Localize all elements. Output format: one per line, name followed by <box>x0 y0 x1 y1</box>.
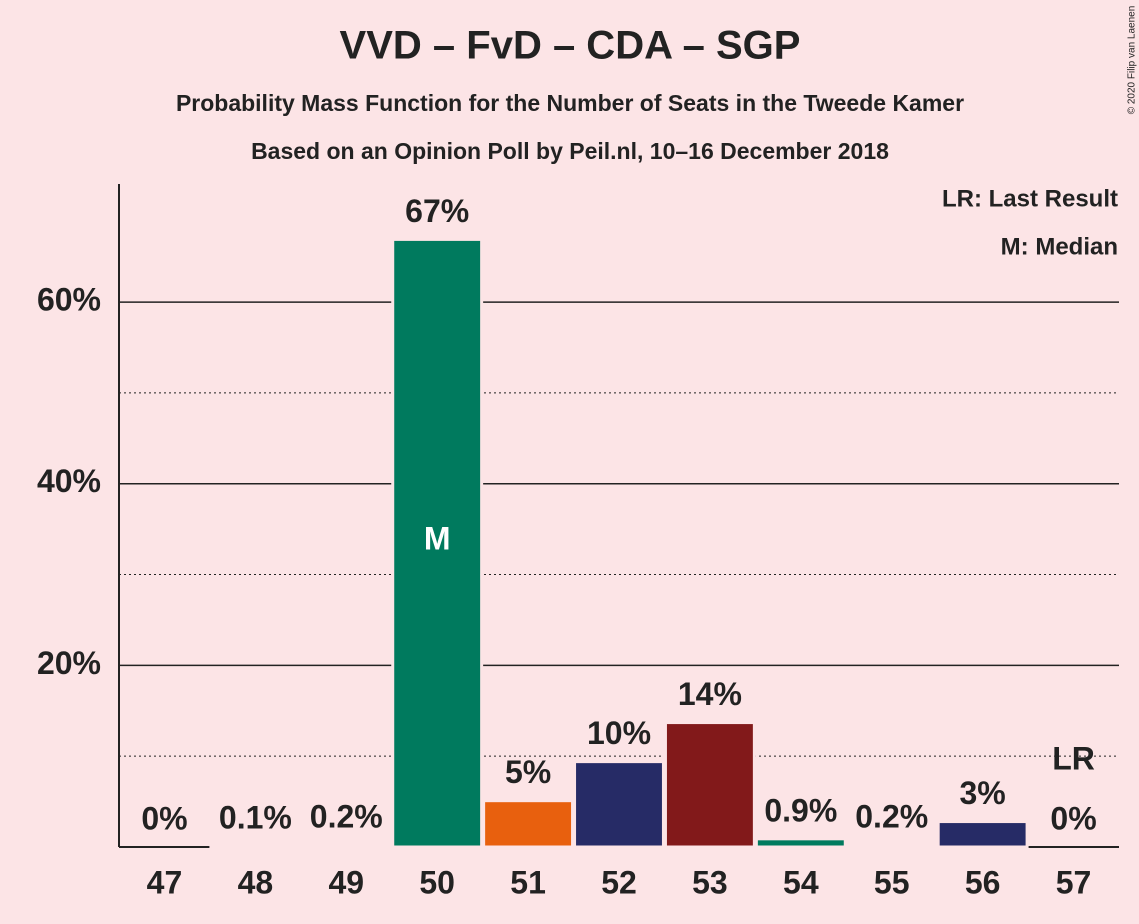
value-label: 67% <box>405 193 469 229</box>
x-tick-label: 54 <box>783 864 819 900</box>
value-label: 5% <box>505 754 551 790</box>
value-label: 10% <box>587 715 651 751</box>
bar <box>663 721 756 849</box>
bar <box>300 843 393 849</box>
value-label: 0% <box>1050 800 1096 836</box>
value-label: 0.2% <box>310 799 383 835</box>
copyright: © 2020 Filip van Laenen <box>1127 6 1138 115</box>
bar <box>936 820 1029 849</box>
median-marker: M <box>424 521 451 557</box>
x-tick-label: 49 <box>328 864 364 900</box>
x-tick-label: 47 <box>147 864 183 900</box>
bar <box>209 844 302 849</box>
value-label: 0% <box>141 800 187 836</box>
y-tick-label: 40% <box>37 463 101 499</box>
last-result-marker: LR <box>1052 740 1095 776</box>
chart-subtitle: Based on an Opinion Poll by Peil.nl, 10–… <box>251 138 889 164</box>
value-label: 0.1% <box>219 800 292 836</box>
x-tick-label: 57 <box>1056 864 1092 900</box>
legend-entry: LR: Last Result <box>942 185 1118 212</box>
x-tick-label: 52 <box>601 864 637 900</box>
chart-subtitle: Probability Mass Function for the Number… <box>176 90 964 116</box>
x-tick-label: 55 <box>874 864 910 900</box>
bar <box>845 843 938 849</box>
chart-title: VVD – FvD – CDA – SGP <box>340 24 801 68</box>
y-tick-label: 20% <box>37 645 101 681</box>
x-tick-label: 56 <box>965 864 1001 900</box>
bar <box>391 237 484 849</box>
x-tick-label: 53 <box>692 864 728 900</box>
value-label: 14% <box>678 676 742 712</box>
bar <box>573 760 665 849</box>
x-tick-label: 50 <box>419 864 455 900</box>
value-label: 3% <box>960 775 1006 811</box>
value-label: 0.2% <box>855 799 928 835</box>
value-label: 0.9% <box>764 792 837 828</box>
x-tick-label: 51 <box>510 864 546 900</box>
bar <box>482 799 575 849</box>
bar <box>754 837 847 849</box>
legend-entry: M: Median <box>1001 233 1118 260</box>
y-tick-label: 60% <box>37 282 101 318</box>
x-tick-label: 48 <box>238 864 274 900</box>
